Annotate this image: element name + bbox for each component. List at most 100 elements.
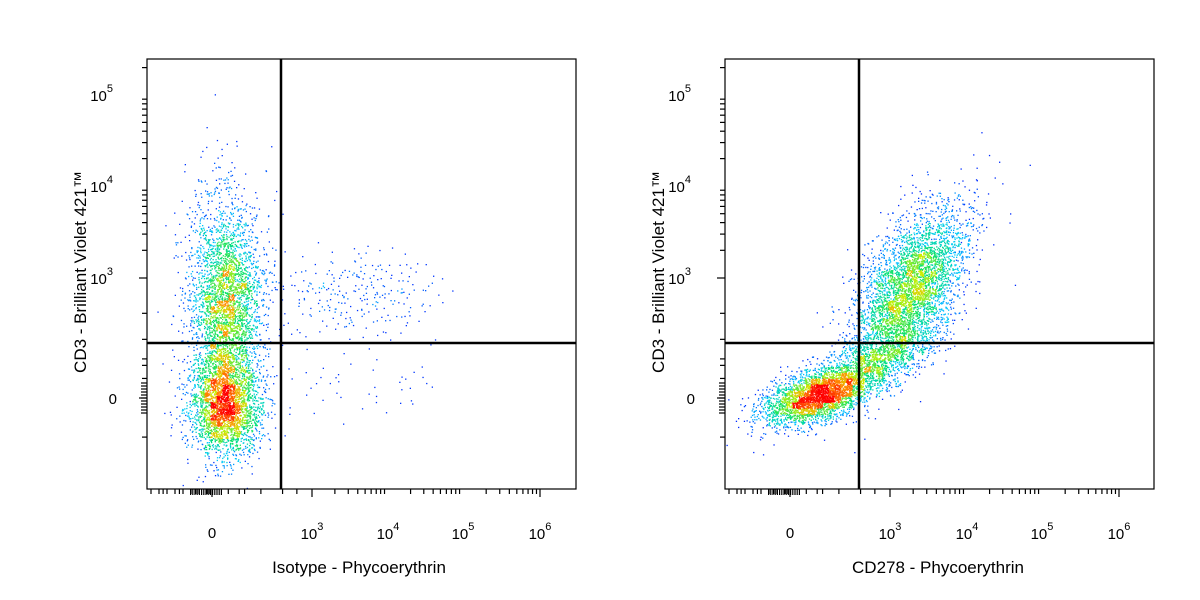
event-dot	[206, 397, 208, 400]
event-dot	[212, 388, 215, 390]
event-dot	[243, 286, 245, 288]
event-dot	[197, 405, 199, 407]
event-dot	[243, 398, 245, 400]
event-dot	[245, 255, 247, 257]
event-dot	[254, 352, 256, 354]
event-dot	[217, 423, 219, 425]
event-dot	[242, 290, 245, 292]
event-dot	[209, 319, 211, 321]
event-dot	[188, 330, 191, 333]
event-dot	[230, 261, 233, 264]
event-dot	[196, 420, 198, 422]
event-dot	[208, 452, 210, 454]
event-dot	[225, 328, 227, 330]
event-dot	[230, 280, 232, 283]
event-dot	[241, 401, 243, 403]
event-dot	[229, 359, 231, 361]
event-dot	[227, 206, 229, 208]
event-dot	[212, 262, 215, 265]
event-dot	[228, 276, 230, 278]
event-dot	[232, 377, 234, 379]
event-dot	[255, 279, 257, 281]
event-dot	[276, 190, 278, 193]
event-dot	[201, 361, 203, 364]
event-dot	[248, 322, 250, 324]
event-dot	[237, 305, 239, 307]
event-dot	[249, 289, 251, 291]
event-dot	[236, 287, 238, 290]
event-dot	[245, 313, 247, 316]
event-dot	[208, 398, 210, 400]
event-dot	[216, 247, 218, 249]
event-dot	[219, 384, 221, 387]
event-dot	[236, 445, 238, 448]
event-dot	[248, 382, 250, 384]
event-dot	[245, 297, 247, 300]
event-dot	[221, 296, 224, 298]
event-dot	[171, 323, 173, 326]
event-dot	[251, 429, 253, 432]
event-dot	[219, 312, 221, 314]
event-dot	[211, 250, 213, 253]
event-dot	[197, 254, 200, 257]
event-dot	[222, 290, 224, 292]
event-dot	[211, 445, 214, 447]
event-dot	[223, 244, 225, 246]
event-dot	[181, 332, 184, 334]
event-dot	[251, 381, 253, 383]
event-dot	[250, 383, 252, 385]
event-dot	[203, 418, 206, 420]
event-dot	[219, 455, 221, 457]
event-dot	[220, 368, 222, 370]
event-dot	[204, 327, 207, 329]
event-dot	[221, 323, 223, 325]
event-dot	[212, 434, 214, 437]
event-dot	[200, 398, 203, 400]
event-dot	[210, 234, 213, 236]
event-dot	[218, 355, 220, 357]
event-dot	[236, 419, 238, 421]
event-dot	[198, 397, 200, 399]
event-dot	[245, 204, 247, 207]
event-dot	[202, 302, 204, 304]
event-dot	[201, 295, 203, 298]
event-dot	[181, 383, 183, 385]
event-dot	[250, 374, 252, 376]
event-dot	[241, 361, 243, 363]
event-dot	[244, 395, 247, 397]
event-dot	[246, 339, 248, 341]
event-dot	[262, 406, 264, 408]
event-dot	[216, 353, 218, 355]
event-dot	[189, 240, 191, 242]
event-dot	[208, 311, 210, 314]
event-dot	[212, 405, 215, 407]
event-dot	[245, 335, 247, 337]
event-dot	[215, 464, 217, 467]
event-dot	[228, 378, 230, 380]
event-dot	[201, 319, 203, 321]
event-dot	[251, 389, 254, 391]
event-dot	[208, 339, 210, 341]
event-dot	[226, 382, 228, 385]
event-dot	[217, 229, 219, 231]
event-dot	[230, 276, 233, 278]
event-dot	[255, 438, 257, 440]
event-dot	[215, 270, 217, 272]
event-dot	[258, 378, 260, 381]
event-dot	[207, 326, 209, 329]
event-dot	[265, 293, 268, 295]
event-dot	[250, 290, 252, 292]
event-dot	[195, 422, 197, 424]
event-dot	[174, 212, 176, 214]
event-dot	[225, 402, 227, 404]
event-dot	[219, 371, 222, 373]
event-dot	[209, 334, 212, 336]
event-dot	[249, 274, 251, 276]
event-dot	[224, 427, 226, 429]
event-dot	[237, 284, 239, 286]
event-dot	[223, 236, 225, 239]
event-dot	[218, 387, 220, 389]
event-dot	[241, 303, 243, 305]
event-dot	[209, 239, 211, 241]
event-dot	[195, 304, 197, 306]
